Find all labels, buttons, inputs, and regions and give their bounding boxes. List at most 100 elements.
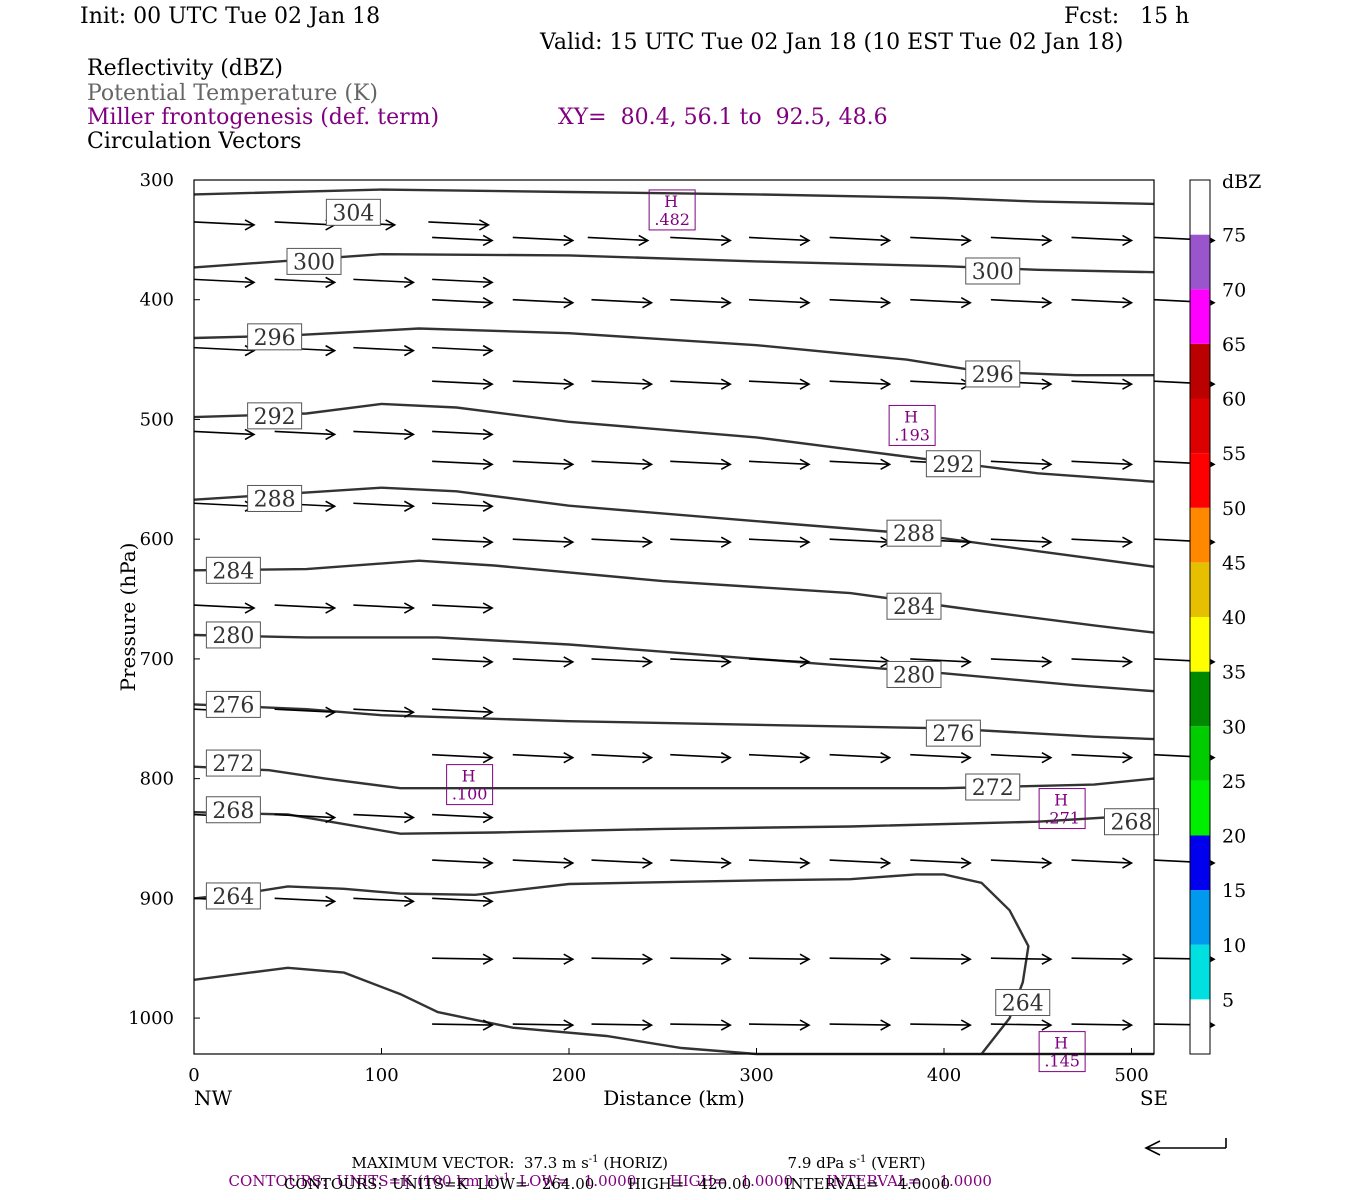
vector-shaft <box>512 1023 573 1026</box>
circulation-vector <box>990 656 1053 668</box>
vector-head <box>1122 953 1134 965</box>
theta-contour-280 <box>193 633 1155 693</box>
circulation-vector <box>432 751 494 764</box>
circulation-vector <box>353 276 416 289</box>
vector-head <box>799 234 811 247</box>
vector-head <box>563 297 575 309</box>
vector-shaft <box>990 298 1051 304</box>
vector-head <box>1122 857 1134 869</box>
contour-label: 268 <box>205 796 261 824</box>
theta-contour-296 <box>193 327 1154 377</box>
vector-head <box>720 857 732 869</box>
vector-shaft <box>910 1023 971 1026</box>
circulation-vector <box>353 428 416 441</box>
y-tick-label: 700 <box>140 649 174 670</box>
vector-head <box>720 953 732 965</box>
vector-head <box>960 656 972 668</box>
vector-shaft <box>670 753 731 759</box>
circulation-vector <box>428 219 491 231</box>
vector-head <box>478 219 491 231</box>
contour-label-text: 268 <box>212 799 254 824</box>
circulation-vector <box>748 1019 811 1031</box>
contour-label: 264 <box>995 989 1051 1017</box>
vector-shaft <box>829 298 890 304</box>
vector-shaft <box>591 298 652 304</box>
vector-head <box>482 811 494 824</box>
circulation-vector <box>512 953 575 965</box>
vector-shaft <box>591 538 652 543</box>
theta-contours <box>193 188 1155 1056</box>
vector-head <box>482 234 494 247</box>
circulation-vector <box>432 656 494 668</box>
vector-shaft <box>670 236 731 242</box>
field-circulation-vectors: Circulation Vectors <box>87 129 302 154</box>
vector-head <box>720 536 732 548</box>
vector-shaft <box>748 859 810 864</box>
circulation-vector <box>1071 536 1134 548</box>
circulation-vector <box>829 1019 892 1031</box>
vector-head <box>799 953 811 965</box>
vector-shaft <box>353 346 414 352</box>
contour-label-text: 280 <box>893 663 935 688</box>
colorbar-level-label: 30 <box>1222 716 1246 738</box>
vector-head <box>325 895 337 908</box>
vector-shaft <box>353 604 414 609</box>
vector-head <box>244 219 256 231</box>
vector-head <box>563 857 575 869</box>
max-label: H <box>1054 791 1068 810</box>
vector-shaft <box>274 897 335 903</box>
colorbar-level-label: 70 <box>1222 279 1246 301</box>
colorbar-level-label: 25 <box>1222 771 1246 793</box>
circulation-vector <box>1071 1019 1134 1031</box>
colorbar-level-label: 5 <box>1222 989 1234 1011</box>
vector-shaft <box>432 380 493 385</box>
vector-shaft <box>591 380 652 385</box>
vector-shaft <box>910 658 971 663</box>
contour-label-box <box>205 621 261 649</box>
max-vector-horiz-text: MAXIMUM VECTOR: 37.3 m s <box>351 1154 589 1172</box>
colorbar-segment <box>1190 507 1210 563</box>
vector-shaft <box>748 236 810 242</box>
contour-label-text: 304 <box>332 201 374 226</box>
frontogenesis-max: H.100 <box>446 764 494 806</box>
vector-head <box>880 953 892 965</box>
vector-shaft <box>512 658 573 663</box>
colorbar-segment <box>1190 398 1210 454</box>
contour-label-box <box>205 690 261 718</box>
vector-head <box>720 458 732 471</box>
frontogenesis-max: H.193 <box>888 404 936 446</box>
circulation-vector <box>512 297 575 309</box>
circulation-vector <box>274 219 337 231</box>
contour-label-text: 272 <box>212 752 254 777</box>
circulation-vector <box>591 1019 654 1031</box>
circulation-vector <box>1071 458 1134 471</box>
circulation-vector <box>193 428 256 441</box>
vector-head <box>880 234 892 247</box>
vector-head <box>325 428 337 441</box>
vector-shaft <box>512 236 573 242</box>
max-box <box>446 764 494 806</box>
circulation-vector <box>193 344 256 357</box>
contours-theta-info: CONTOURS: UNITS=K LOW= 264.00 HIGH= 420.… <box>284 1175 950 1193</box>
exponent: -1 <box>856 1154 867 1165</box>
vector-shaft <box>829 658 890 663</box>
circulation-vector <box>432 536 494 548</box>
circulation-vector <box>512 656 575 668</box>
vector-shaft <box>829 957 890 961</box>
circulation-vector <box>910 378 972 390</box>
circulation-vector <box>512 536 575 548</box>
vector-shaft <box>432 753 493 759</box>
contour-label-text: 264 <box>212 885 254 910</box>
vector-shaft <box>829 236 890 242</box>
plot-frame <box>193 179 1155 1055</box>
vector-shaft <box>670 380 731 385</box>
vector-shaft <box>1071 460 1132 466</box>
max-value: .145 <box>1044 1052 1080 1071</box>
vector-head <box>960 857 972 869</box>
circulation-vector <box>829 751 892 764</box>
max-vector-vert-line: 7.9 dPa s-1 (VERT) <box>778 1140 926 1171</box>
vector-shaft <box>432 502 493 508</box>
circulation-vector <box>274 428 337 441</box>
contour-label-text: 300 <box>293 250 335 275</box>
vector-shaft <box>428 221 489 226</box>
